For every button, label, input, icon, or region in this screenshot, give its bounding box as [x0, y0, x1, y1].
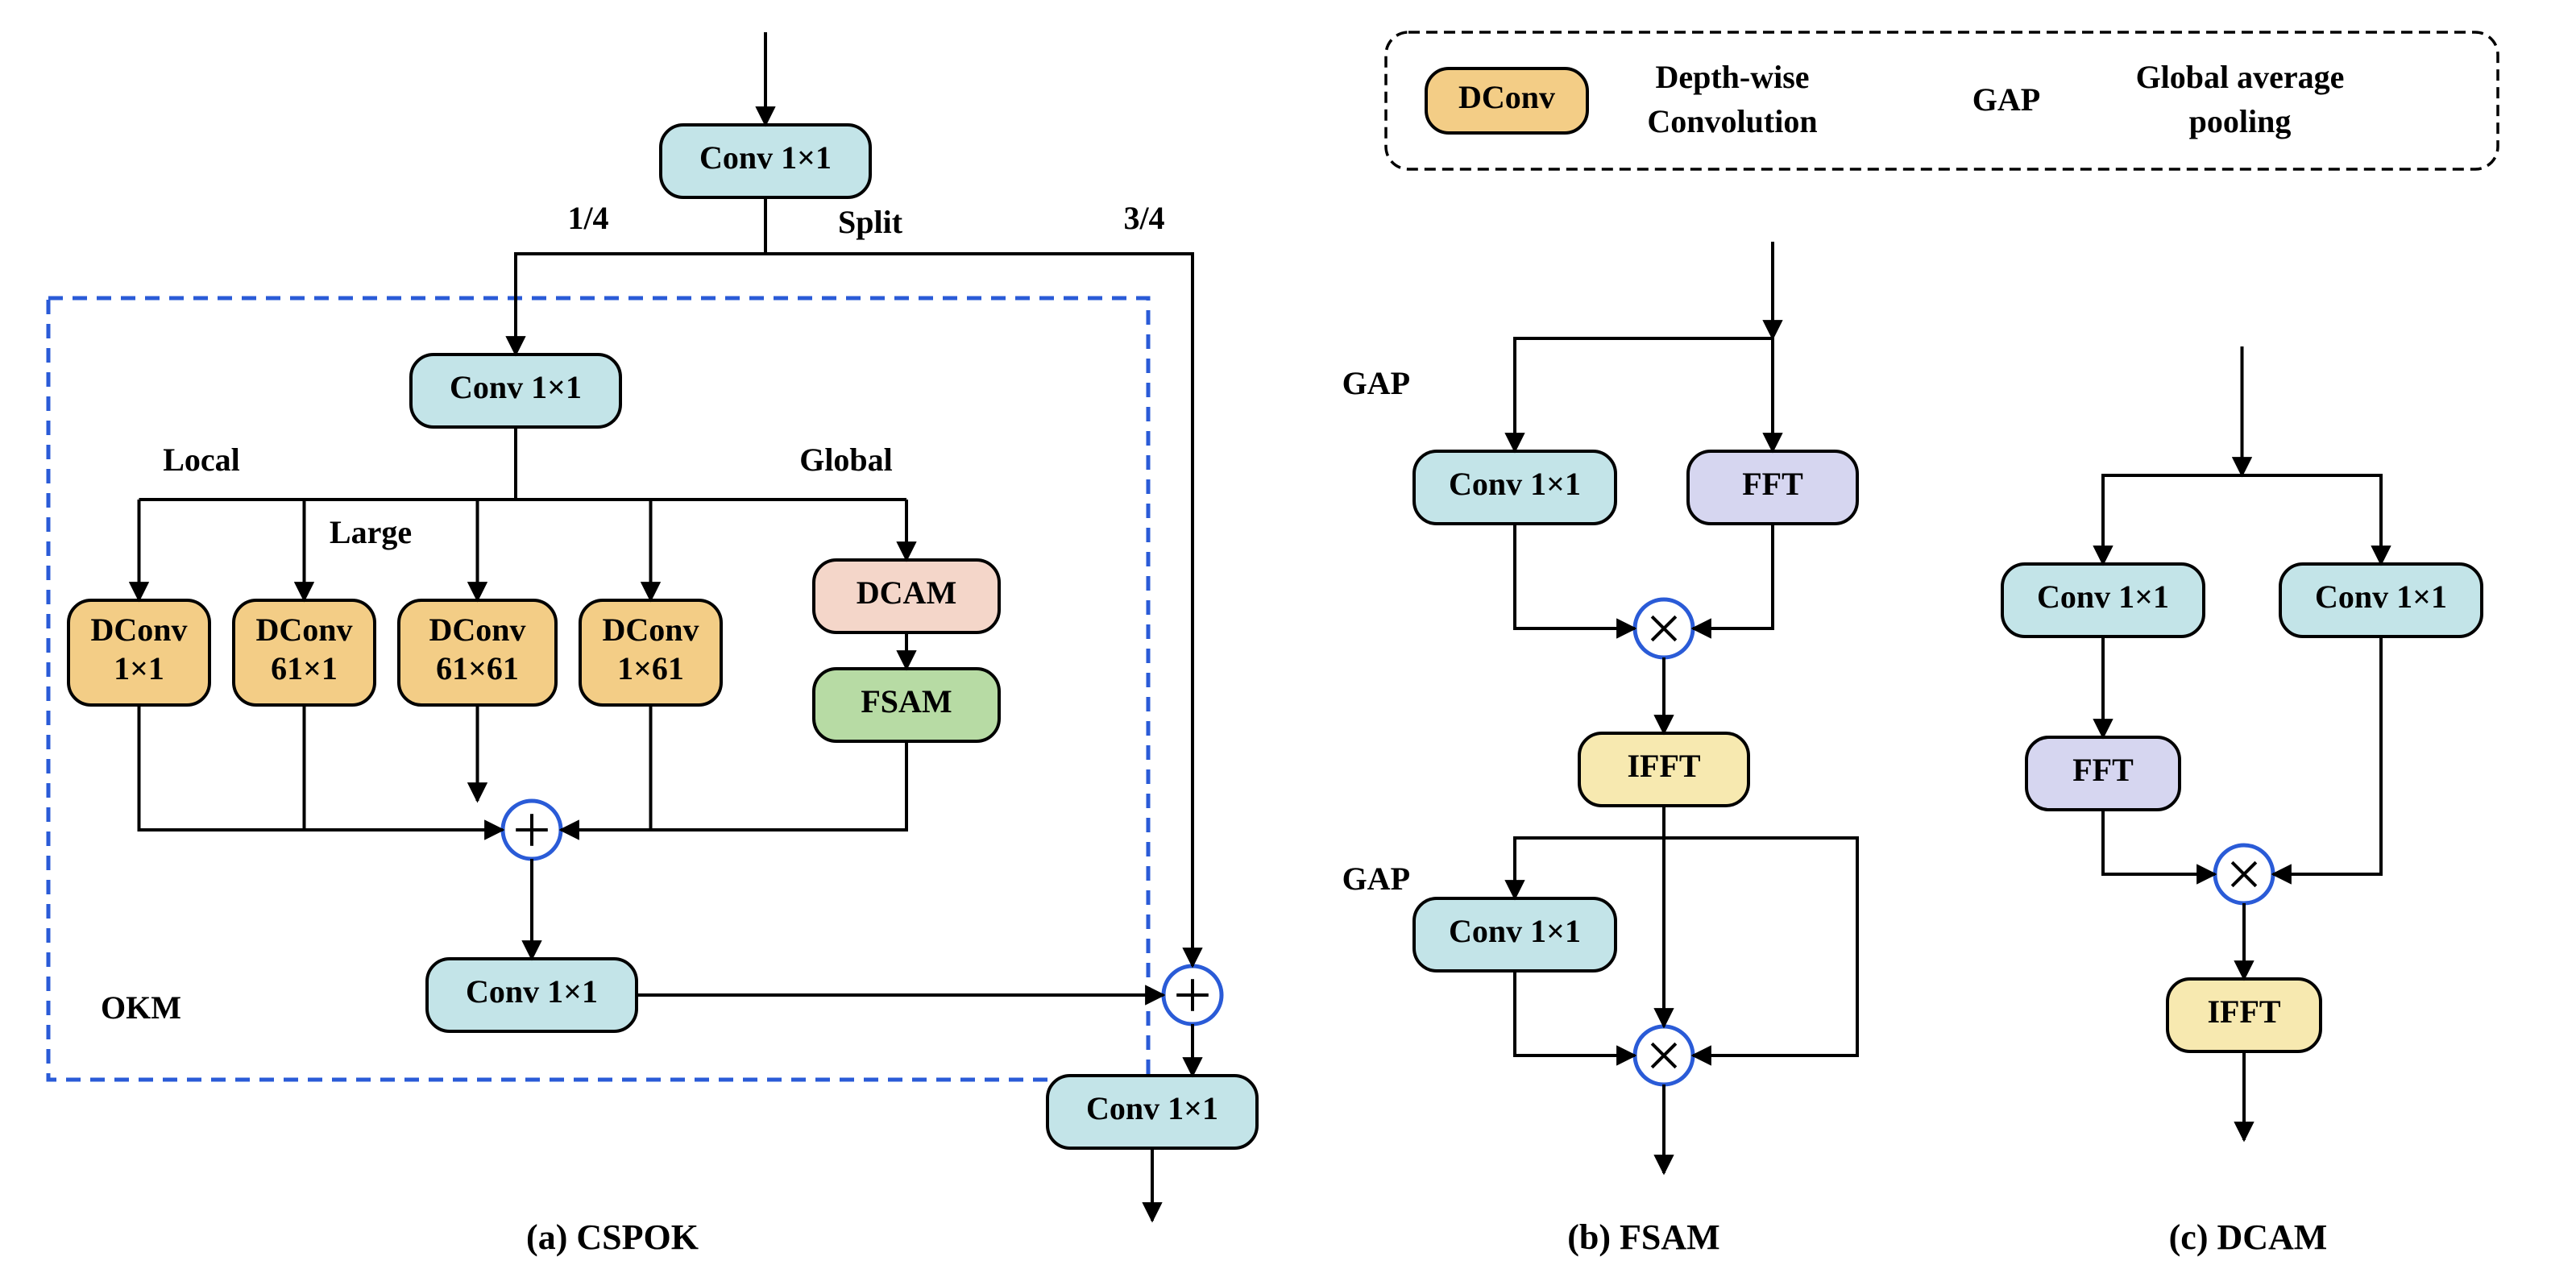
- b-edge-convtop-mul: [1515, 524, 1635, 628]
- b-edge-ifft-right-mulb: [1664, 838, 1857, 1055]
- a-dconv-1x61-label1: DConv: [602, 612, 699, 648]
- a-conv-top-label: Conv 1×1: [699, 139, 832, 176]
- a-dconv-1x1-label2: 1×1: [114, 650, 164, 686]
- a-conv-bottom-label: Conv 1×1: [466, 973, 598, 1010]
- a-split-left-frac: 1/4: [567, 200, 608, 236]
- a-dconv-1x61-label2: 1×61: [617, 650, 684, 686]
- a-local-label: Local: [163, 442, 240, 478]
- c-edge-fft-mul: [2103, 810, 2215, 874]
- c-conv-l-label: Conv 1×1: [2037, 579, 2169, 615]
- c-edge-in-convl: [2103, 475, 2242, 564]
- b-edge-in-convtop: [1515, 338, 1773, 451]
- a-fsam-label: FSAM: [861, 683, 952, 720]
- legend-dconv-desc2: Convolution: [1647, 103, 1817, 139]
- a-split-right-frac: 3/4: [1123, 200, 1164, 236]
- a-edge-fsam-addmid: [651, 741, 907, 830]
- c-edge-convr-mul: [2273, 637, 2381, 874]
- a-dconv-1x1-label1: DConv: [90, 612, 187, 648]
- caption-a: (a) CSPOK: [526, 1217, 699, 1257]
- b-edge-fft-mul: [1693, 524, 1773, 628]
- a-dconv-61x1-label1: DConv: [255, 612, 352, 648]
- b-ifft-label: IFFT: [1627, 748, 1700, 784]
- legend-dconv-node-label: DConv: [1458, 79, 1555, 115]
- a-split-label: Split: [838, 204, 903, 240]
- c-conv-r-label: Conv 1×1: [2315, 579, 2447, 615]
- b-gap-top: GAP: [1342, 365, 1410, 401]
- legend-gap-label: GAP: [1972, 81, 2040, 118]
- b-conv-top-label: Conv 1×1: [1449, 466, 1581, 502]
- caption-b: (b) FSAM: [1567, 1217, 1719, 1257]
- b-fft-label: FFT: [1742, 466, 1803, 502]
- b-edge-ifft-convbot: [1515, 838, 1664, 898]
- a-dcam-label: DCAM: [857, 574, 956, 611]
- a-global-label: Global: [799, 442, 893, 478]
- a-dconv-61x61-label2: 61×61: [436, 650, 519, 686]
- legend-gap-desc1: Global average: [2136, 59, 2345, 95]
- a-dconv-61x1-label2: 61×1: [271, 650, 338, 686]
- a-dconv-61x61-label1: DConv: [429, 612, 525, 648]
- okm-label: OKM: [101, 989, 181, 1026]
- b-gap-bot: GAP: [1342, 861, 1410, 897]
- b-conv-bot-label: Conv 1×1: [1449, 913, 1581, 949]
- a-conv-okm-label: Conv 1×1: [450, 369, 582, 405]
- c-edge-in-convr: [2242, 475, 2382, 564]
- legend-gap-desc2: pooling: [2189, 103, 2292, 139]
- a-edge-d4-addmid: [561, 705, 651, 830]
- b-edge-convbot-mulb: [1515, 971, 1635, 1055]
- caption-c: (c) DCAM: [2169, 1217, 2328, 1257]
- a-edge-d1-addmid: [139, 705, 504, 830]
- c-ifft-label: IFFT: [2207, 993, 2280, 1030]
- legend-dconv-desc1: Depth-wise: [1655, 59, 1809, 95]
- c-fft-label: FFT: [2072, 752, 2134, 788]
- a-large-label: Large: [330, 514, 412, 550]
- a-edge-split-left: [516, 254, 765, 355]
- a-conv-out-label: Conv 1×1: [1086, 1090, 1218, 1126]
